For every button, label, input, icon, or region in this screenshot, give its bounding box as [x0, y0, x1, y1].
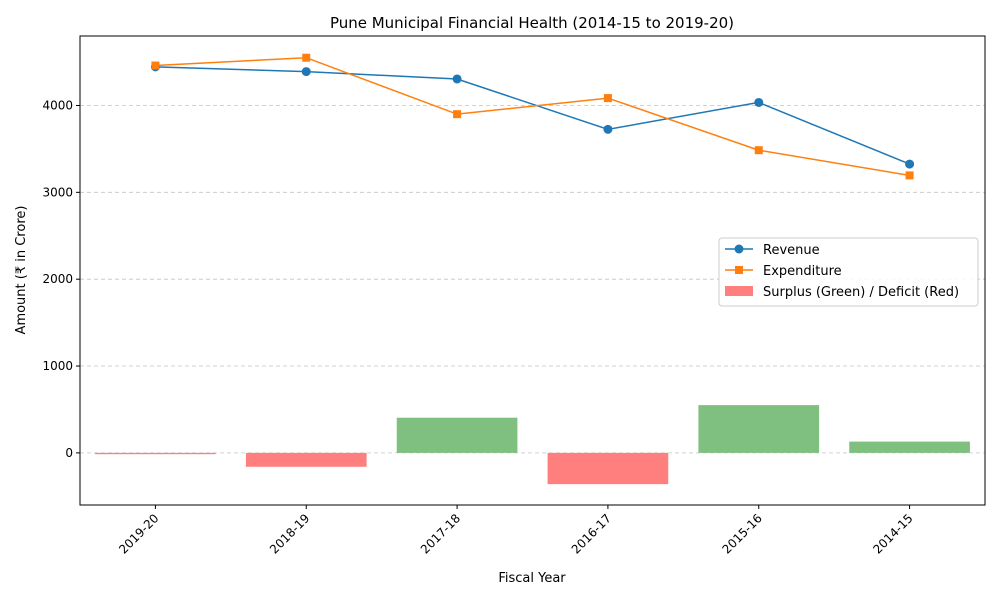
x-tick-label: 2018-19 — [267, 511, 312, 556]
x-tick-label: 2016-17 — [569, 511, 614, 556]
y-tick-label: 3000 — [42, 185, 73, 199]
expenditure-point — [151, 61, 160, 70]
legend-expenditure-marker — [735, 266, 743, 274]
surplus-deficit-bar — [396, 417, 518, 453]
chart-title: Pune Municipal Financial Health (2014-15… — [330, 14, 734, 32]
x-axis-label: Fiscal Year — [498, 571, 566, 586]
revenue-line — [155, 66, 910, 165]
revenue-point — [754, 97, 764, 107]
legend-revenue-marker — [734, 244, 744, 254]
y-gridlines — [80, 105, 985, 454]
legend-revenue-label: Revenue — [763, 243, 820, 258]
revenue-point — [905, 159, 915, 169]
y-axis-label: Amount (₹ in Crore) — [14, 206, 29, 335]
x-tick-label: 2014-15 — [870, 511, 915, 556]
expenditure-point — [603, 94, 612, 103]
legend-expenditure-label: Expenditure — [763, 264, 842, 279]
y-tick-label: 2000 — [42, 272, 73, 286]
expenditure-line — [155, 56, 910, 177]
x-tick-label: 2015-16 — [720, 511, 765, 556]
legend-surplus-swatch — [725, 286, 753, 296]
revenue-point — [452, 74, 462, 84]
legend-box — [718, 237, 979, 307]
series-lines — [150, 53, 915, 180]
surplus-deficit-bar — [547, 452, 669, 485]
expenditure-point — [905, 171, 914, 180]
surplus-deficit-bars — [95, 405, 970, 485]
revenue-point — [603, 124, 613, 134]
surplus-deficit-bar — [95, 452, 216, 455]
x-tick-label: 2017-18 — [418, 511, 463, 556]
x-tick-label: 2019-20 — [116, 511, 161, 556]
y-axis: 0 1000 2000 3000 4000 — [42, 98, 80, 460]
legend: Revenue Expenditure Surplus (Green) / De… — [718, 237, 979, 307]
legend-surplus-label: Surplus (Green) / Deficit (Red) — [763, 285, 959, 300]
expenditure-point — [302, 53, 311, 62]
plot-frame — [79, 35, 986, 506]
x-axis: 2019-20 2018-19 2017-18 2016-17 2015-16 2014-… — [116, 505, 916, 557]
y-tick-label: 4000 — [42, 98, 73, 112]
surplus-deficit-bar — [849, 441, 970, 453]
surplus-deficit-bar — [698, 405, 820, 453]
expenditure-point — [453, 110, 462, 119]
y-tick-label: 1000 — [42, 359, 73, 373]
expenditure-point — [754, 146, 763, 155]
surplus-deficit-bar — [245, 452, 367, 467]
y-tick-label: 0 — [65, 446, 73, 460]
revenue-point — [301, 67, 311, 77]
